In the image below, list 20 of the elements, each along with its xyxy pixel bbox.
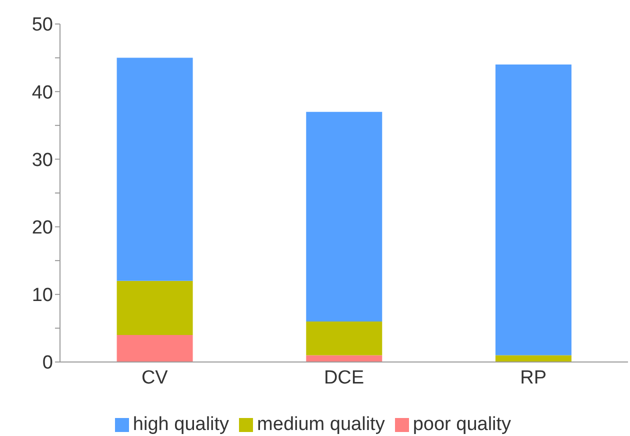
x-tick-label: RP	[520, 367, 547, 388]
x-tick-label: CV	[141, 367, 168, 388]
bar	[306, 112, 382, 322]
bar	[495, 355, 572, 362]
y-tick-label: 10	[32, 285, 53, 306]
legend-label: poor quality	[412, 414, 512, 435]
legend-label: high quality	[132, 414, 230, 435]
legend-label: medium quality	[257, 414, 385, 435]
y-tick-label: 40	[32, 82, 53, 104]
x-tick-label: DCE	[324, 367, 364, 388]
bar	[116, 334, 193, 362]
y-tick-label: 0	[42, 352, 53, 374]
bar	[306, 321, 382, 356]
y-tick-label: 20	[32, 218, 53, 239]
y-tick-label: 30	[32, 150, 53, 171]
bar	[116, 280, 193, 335]
bar	[116, 58, 193, 281]
bar	[495, 64, 572, 356]
y-tick-label: 50	[32, 14, 53, 36]
bar	[306, 355, 382, 362]
